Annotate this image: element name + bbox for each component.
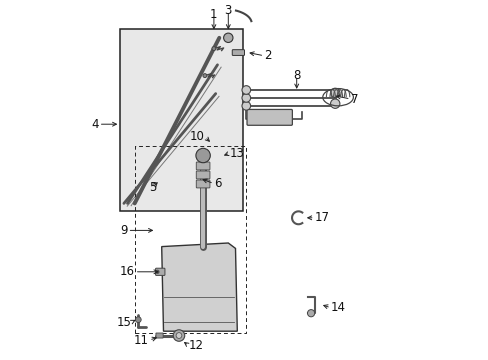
Text: 13: 13: [230, 147, 244, 159]
Circle shape: [155, 270, 159, 274]
Circle shape: [330, 88, 339, 98]
FancyBboxPatch shape: [156, 333, 163, 338]
Text: 1: 1: [210, 8, 217, 21]
Text: 2: 2: [264, 49, 271, 62]
Circle shape: [135, 317, 141, 323]
Text: 4: 4: [91, 118, 99, 131]
FancyBboxPatch shape: [155, 268, 164, 275]
Circle shape: [211, 47, 215, 50]
Circle shape: [173, 330, 184, 341]
Text: 5: 5: [149, 181, 156, 194]
Circle shape: [242, 94, 250, 102]
Circle shape: [223, 33, 232, 42]
Text: 15: 15: [116, 316, 131, 329]
Circle shape: [176, 333, 182, 338]
Text: 8: 8: [292, 69, 300, 82]
FancyBboxPatch shape: [232, 50, 244, 55]
Text: 12: 12: [188, 339, 203, 352]
FancyBboxPatch shape: [196, 180, 209, 188]
Text: 9: 9: [120, 224, 127, 237]
Text: 10: 10: [190, 130, 204, 143]
Circle shape: [203, 74, 206, 77]
Circle shape: [242, 86, 250, 94]
Text: 16: 16: [120, 265, 134, 278]
Text: 3: 3: [224, 4, 231, 17]
Polygon shape: [162, 243, 237, 331]
Text: 11: 11: [134, 334, 149, 347]
FancyBboxPatch shape: [196, 162, 209, 170]
Circle shape: [196, 148, 210, 163]
Text: 17: 17: [314, 211, 329, 224]
Circle shape: [307, 310, 314, 317]
Text: 6: 6: [213, 177, 221, 190]
Polygon shape: [120, 29, 242, 211]
FancyBboxPatch shape: [246, 109, 292, 125]
Circle shape: [242, 102, 250, 110]
Circle shape: [330, 99, 339, 108]
FancyBboxPatch shape: [196, 171, 209, 179]
Text: 7: 7: [350, 93, 358, 105]
Text: 14: 14: [330, 301, 345, 314]
